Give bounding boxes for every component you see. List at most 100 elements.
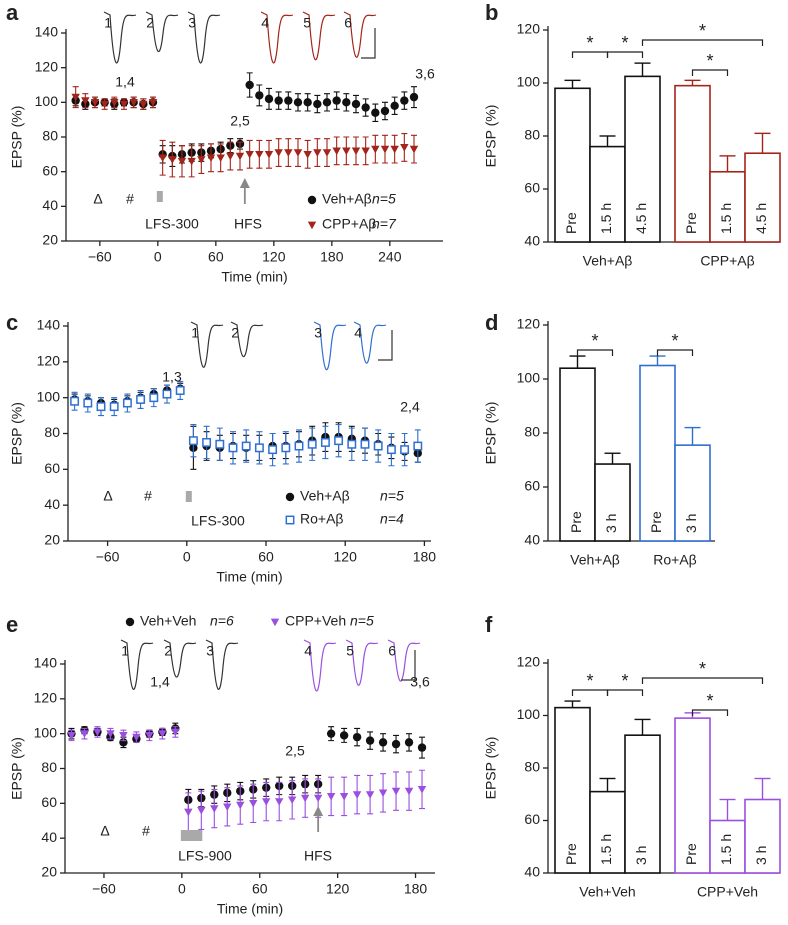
marker bbox=[386, 445, 396, 455]
marker bbox=[119, 732, 128, 740]
trace bbox=[260, 11, 294, 64]
marker bbox=[110, 98, 119, 107]
marker bbox=[109, 402, 119, 412]
x-tick-label: 0 bbox=[183, 549, 191, 565]
bar-label: 3 h bbox=[603, 514, 619, 533]
legend-n: n=5 bbox=[372, 191, 396, 207]
bar-label: 1.5 h bbox=[718, 203, 734, 234]
bar-label: 1.5 h bbox=[598, 834, 614, 865]
marker bbox=[255, 150, 264, 159]
marker bbox=[307, 439, 317, 449]
annotation: HFS bbox=[304, 848, 332, 864]
annotation: LFS-900 bbox=[178, 848, 232, 864]
marker bbox=[81, 97, 90, 105]
marker bbox=[187, 157, 196, 166]
group-label: CPP+Aβ bbox=[700, 253, 754, 269]
scale-bar bbox=[361, 28, 376, 59]
marker bbox=[274, 96, 283, 105]
x-tick-label: 180 bbox=[320, 249, 344, 265]
trace bbox=[303, 639, 337, 692]
significance-bracket bbox=[571, 689, 609, 696]
legend-label: CPP+Veh bbox=[285, 613, 346, 629]
significance-star: * bbox=[699, 21, 706, 41]
bar bbox=[639, 364, 676, 542]
y-tick-label: 140 bbox=[37, 317, 61, 333]
bar bbox=[709, 170, 746, 243]
trace-label: 3 bbox=[206, 643, 214, 659]
y-tick-label: 40 bbox=[42, 197, 58, 213]
group-label: Veh+Aβ bbox=[570, 552, 620, 568]
significance-star: * bbox=[621, 33, 628, 53]
group-label: Veh+Aβ bbox=[583, 253, 633, 269]
lfs-bar bbox=[185, 491, 192, 502]
y-axis-label: EPSP (%) bbox=[9, 737, 25, 800]
marker bbox=[148, 98, 158, 107]
trace bbox=[205, 639, 239, 690]
marker bbox=[210, 805, 219, 813]
marker bbox=[284, 96, 293, 105]
y-axis-label: EPSP (%) bbox=[9, 402, 25, 465]
trace bbox=[187, 11, 221, 64]
significance-bracket bbox=[641, 39, 764, 46]
trace-label: 6 bbox=[388, 643, 396, 659]
legend-marker bbox=[285, 492, 295, 502]
marker bbox=[293, 149, 303, 157]
legend-n: n=6 bbox=[210, 613, 234, 629]
y-tick-label: 80 bbox=[524, 127, 540, 143]
x-tick-label: 60 bbox=[258, 549, 274, 565]
marker bbox=[171, 728, 180, 737]
marker bbox=[417, 743, 427, 752]
marker bbox=[236, 801, 245, 810]
bar bbox=[589, 145, 626, 243]
marker bbox=[390, 145, 399, 154]
marker bbox=[339, 793, 349, 801]
y-tick-label: 100 bbox=[517, 370, 541, 386]
annotation: LFS-300 bbox=[145, 216, 199, 232]
trace-label: 3 bbox=[314, 325, 322, 341]
trace-label: 2 bbox=[146, 15, 154, 31]
marker bbox=[70, 396, 80, 406]
trace bbox=[190, 321, 224, 368]
legend-label: Veh+Veh bbox=[140, 613, 196, 629]
y-tick-label: 60 bbox=[42, 162, 58, 178]
marker bbox=[351, 99, 361, 109]
marker bbox=[119, 100, 129, 109]
annotation: LFS-300 bbox=[191, 513, 245, 529]
marker bbox=[287, 796, 297, 805]
marker bbox=[371, 145, 380, 154]
marker bbox=[188, 436, 198, 446]
significance-bracket bbox=[656, 349, 694, 356]
marker bbox=[360, 439, 370, 449]
panel-label: f bbox=[485, 612, 493, 637]
legend-label: CPP+Aβ bbox=[322, 216, 376, 232]
marker bbox=[339, 731, 349, 740]
marker bbox=[409, 145, 419, 154]
marker bbox=[313, 794, 323, 803]
marker bbox=[184, 808, 193, 817]
marker bbox=[373, 441, 383, 451]
bar-label: 3 h bbox=[753, 846, 769, 865]
marker bbox=[371, 108, 380, 117]
marker bbox=[284, 149, 293, 157]
y-tick-label: 80 bbox=[524, 759, 540, 775]
marker bbox=[122, 398, 132, 408]
trace bbox=[163, 639, 197, 678]
marker bbox=[391, 787, 401, 796]
y-axis-label: EPSP (%) bbox=[9, 106, 25, 169]
significance-bracket bbox=[606, 689, 644, 696]
y-tick-label: 60 bbox=[524, 180, 540, 196]
y-tick-label: 100 bbox=[517, 706, 541, 722]
y-tick-label: 100 bbox=[37, 388, 61, 404]
trace bbox=[343, 11, 377, 58]
marker bbox=[400, 445, 410, 455]
marker bbox=[129, 98, 138, 107]
marker bbox=[313, 149, 322, 157]
bar bbox=[744, 798, 781, 874]
y-tick-label: 80 bbox=[524, 424, 540, 440]
marker bbox=[158, 730, 167, 738]
marker bbox=[262, 798, 271, 806]
marker bbox=[206, 154, 216, 162]
legend-label: Veh+Aβ bbox=[300, 488, 350, 504]
marker bbox=[145, 732, 154, 740]
x-tick-label: 120 bbox=[334, 549, 358, 565]
